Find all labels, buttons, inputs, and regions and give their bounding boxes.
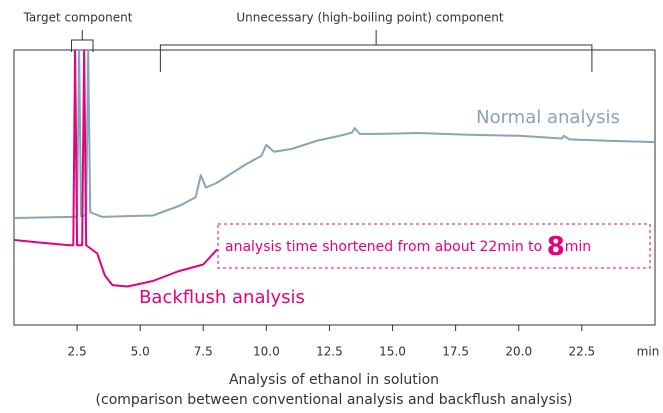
x-tick-label: 20.0: [505, 345, 532, 359]
series-label: Backflush analysis: [139, 287, 305, 308]
note-box: [217, 223, 651, 269]
x-tick-label: 22.5: [568, 345, 595, 359]
series-line: [14, 50, 655, 220]
bracket: [71, 30, 94, 52]
note-unit: min: [565, 239, 591, 255]
series-label: Normal analysis: [476, 107, 620, 128]
x-tick-label: 7.5: [194, 345, 213, 359]
caption: (comparison between conventional analysi…: [96, 392, 573, 408]
x-tick-label: 17.5: [442, 345, 469, 359]
annotation: Unnecessary (high-boiling point) compone…: [236, 11, 504, 25]
note: analysis time shortened from about 22min…: [225, 232, 591, 262]
x-tick-label: 12.5: [316, 345, 343, 359]
annotation: Target component: [23, 11, 133, 25]
x-tick-label: 2.5: [68, 345, 87, 359]
x-tick-label: 15.0: [379, 345, 406, 359]
caption: Analysis of ethanol in solution: [229, 372, 439, 388]
plot-area: [14, 50, 655, 288]
x-tick-label: 10.0: [253, 345, 280, 359]
x-tick-label: 5.0: [131, 345, 150, 359]
note-text: analysis time shortened from about 22min…: [225, 239, 542, 255]
plot-frame: [13, 49, 656, 326]
bracket: [159, 30, 593, 72]
note-emphasis: 8: [547, 232, 565, 262]
series-line: [14, 50, 218, 288]
x-unit: min: [637, 345, 660, 359]
